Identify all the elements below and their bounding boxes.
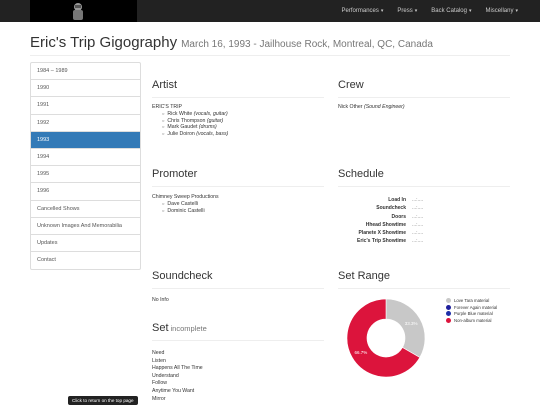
list-item: Need xyxy=(152,350,165,356)
crew-heading: Crew xyxy=(338,79,364,91)
promoter-people: Dave Castelli Dominic Castelli xyxy=(152,201,219,215)
year-sidebar: 1984 – 1989 1990 1991 1992 1993 1994 199… xyxy=(30,62,141,271)
sidebar-item-1994[interactable]: 1994 xyxy=(31,149,140,167)
list-item: Anytime You Want xyxy=(152,387,195,394)
promoter-block: Chimney Sweep Productions Dave Castelli … xyxy=(152,194,219,214)
chart-legend: Love Tara material Forever Again materia… xyxy=(446,298,509,324)
legend-item[interactable]: Love Tara material xyxy=(446,298,509,303)
site-logo[interactable] xyxy=(30,0,137,22)
page-title: Eric's Trip Gigography March 16, 1993 - J… xyxy=(30,34,510,52)
schedule-divider xyxy=(338,186,510,187)
crew-member: Nick Other (Sound Engineer) xyxy=(338,104,405,110)
title-divider xyxy=(30,55,510,56)
schedule-heading: Schedule xyxy=(338,168,384,180)
list-item: Mark Gaudet (drums) xyxy=(162,124,228,131)
nav-menu: Performances ▾ Press ▾ Back Catalog ▾ Misce… xyxy=(342,0,518,22)
sidebar-item-1991[interactable]: 1991 xyxy=(31,97,140,115)
sidebar-item-1993[interactable]: 1993 xyxy=(31,131,140,149)
sidebar-item-1992[interactable]: 1992 xyxy=(31,115,140,132)
table-row: Doors...:.... xyxy=(391,213,424,220)
list-item: Understand xyxy=(152,372,179,379)
table-row: Planete X Showtime...:.... xyxy=(358,230,424,237)
legend-swatch xyxy=(446,304,451,310)
set-divider xyxy=(152,340,324,341)
list-item: Chris Thompson (guitar) xyxy=(162,118,228,125)
crew-divider xyxy=(338,97,510,98)
set-list: Need Listen Happens All The Time Underst… xyxy=(152,350,203,403)
schedule-table: Load In...:.... Soundcheck...:.... Doors… xyxy=(338,196,426,246)
member-list: Rick White (vocals, guitar) Chris Thomps… xyxy=(152,111,228,138)
sidebar-item-contact[interactable]: Contact xyxy=(37,257,56,264)
return-to-top-button[interactable]: Click to return on the top page xyxy=(68,396,138,405)
band-name: ERIC'S TRIP xyxy=(152,104,183,110)
set-note: incomplete xyxy=(170,324,207,333)
nav-miscellany[interactable]: Miscellany ▾ xyxy=(485,8,518,14)
legend-item[interactable]: Forever Again material xyxy=(446,304,509,310)
set-range-divider xyxy=(338,288,510,289)
legend-item[interactable]: Purple Blue material xyxy=(446,311,509,316)
set-heading: Set incomplete xyxy=(152,322,207,334)
caret-down-icon: ▾ xyxy=(414,8,418,14)
soundcheck-divider xyxy=(152,288,324,289)
list-item: Dominic Castelli xyxy=(162,208,219,215)
nav-press[interactable]: Press ▾ xyxy=(397,8,418,14)
table-row: Eric's Trip Showtime...:.... xyxy=(357,238,424,245)
caret-down-icon: ▾ xyxy=(515,8,518,14)
artist-heading: Artist xyxy=(152,79,178,91)
promoter-divider xyxy=(152,186,324,187)
set-range-donut-chart: 33.3% 66.7% xyxy=(346,298,426,378)
caret-down-icon: ▾ xyxy=(380,8,384,14)
sidebar-item-1984-1989[interactable]: 1984 – 1989 xyxy=(31,63,140,81)
sidebar-item-1996[interactable]: 1996 xyxy=(31,183,140,201)
sidebar-item-cancelled-shows[interactable]: Cancelled Shows xyxy=(31,201,140,218)
promoter-heading: Promoter xyxy=(152,168,198,180)
soundcheck-heading: Soundcheck xyxy=(152,270,213,282)
legend-swatch xyxy=(446,298,451,303)
list-item: Rick White (vocals, guitar) xyxy=(162,111,228,118)
list-item: Happens All The Time xyxy=(152,365,203,372)
donut-slice[interactable] xyxy=(346,298,421,378)
list-item: Julie Doiron (vocals, bass) xyxy=(162,131,228,138)
nav-back-catalog[interactable]: Back Catalog ▾ xyxy=(431,8,472,14)
caret-down-icon: ▾ xyxy=(468,8,472,14)
sidebar-item-1990[interactable]: 1990 xyxy=(31,80,140,98)
list-item: Listen xyxy=(152,357,166,364)
soundcheck-text: No Info xyxy=(152,297,169,303)
table-row: Soundcheck...:.... xyxy=(376,205,424,212)
artist-block: ERIC'S TRIP Rick White (vocals, guitar) … xyxy=(152,104,228,138)
page-title-main: Eric's Trip Gigography xyxy=(30,34,178,51)
artist-divider xyxy=(152,97,324,98)
list-item: Mirror xyxy=(152,395,166,402)
logo-figure-icon xyxy=(73,3,83,20)
slice-label: 33.3% xyxy=(405,321,418,326)
sidebar-item-updates[interactable]: Updates xyxy=(31,235,140,253)
legend-swatch xyxy=(446,317,451,323)
sidebar-item-1995[interactable]: 1995 xyxy=(31,166,140,184)
slice-label: 66.7% xyxy=(355,350,368,355)
legend-item[interactable]: Non-album material xyxy=(446,317,509,323)
legend-swatch xyxy=(446,311,451,316)
set-range-heading: Set Range xyxy=(338,270,390,282)
list-item: Follow xyxy=(152,380,167,387)
nav-performances[interactable]: Performances ▾ xyxy=(341,8,384,14)
donut-slice[interactable] xyxy=(385,298,426,358)
sidebar-item-unknown-images[interactable]: Unknown Images And Memorabilia xyxy=(31,218,140,235)
promoter-company: Chimney Sweep Productions xyxy=(152,194,219,200)
navbar: Performances ▾ Press ▾ Back Catalog ▾ Misce… xyxy=(0,0,540,22)
table-row: Hhead Showtime...:.... xyxy=(365,221,424,228)
page-subtitle: March 16, 1993 - Jailhouse Rock, Montrea… xyxy=(181,39,433,50)
list-item: Dave Castelli xyxy=(162,201,219,208)
table-row: Load In...:.... xyxy=(388,197,424,203)
